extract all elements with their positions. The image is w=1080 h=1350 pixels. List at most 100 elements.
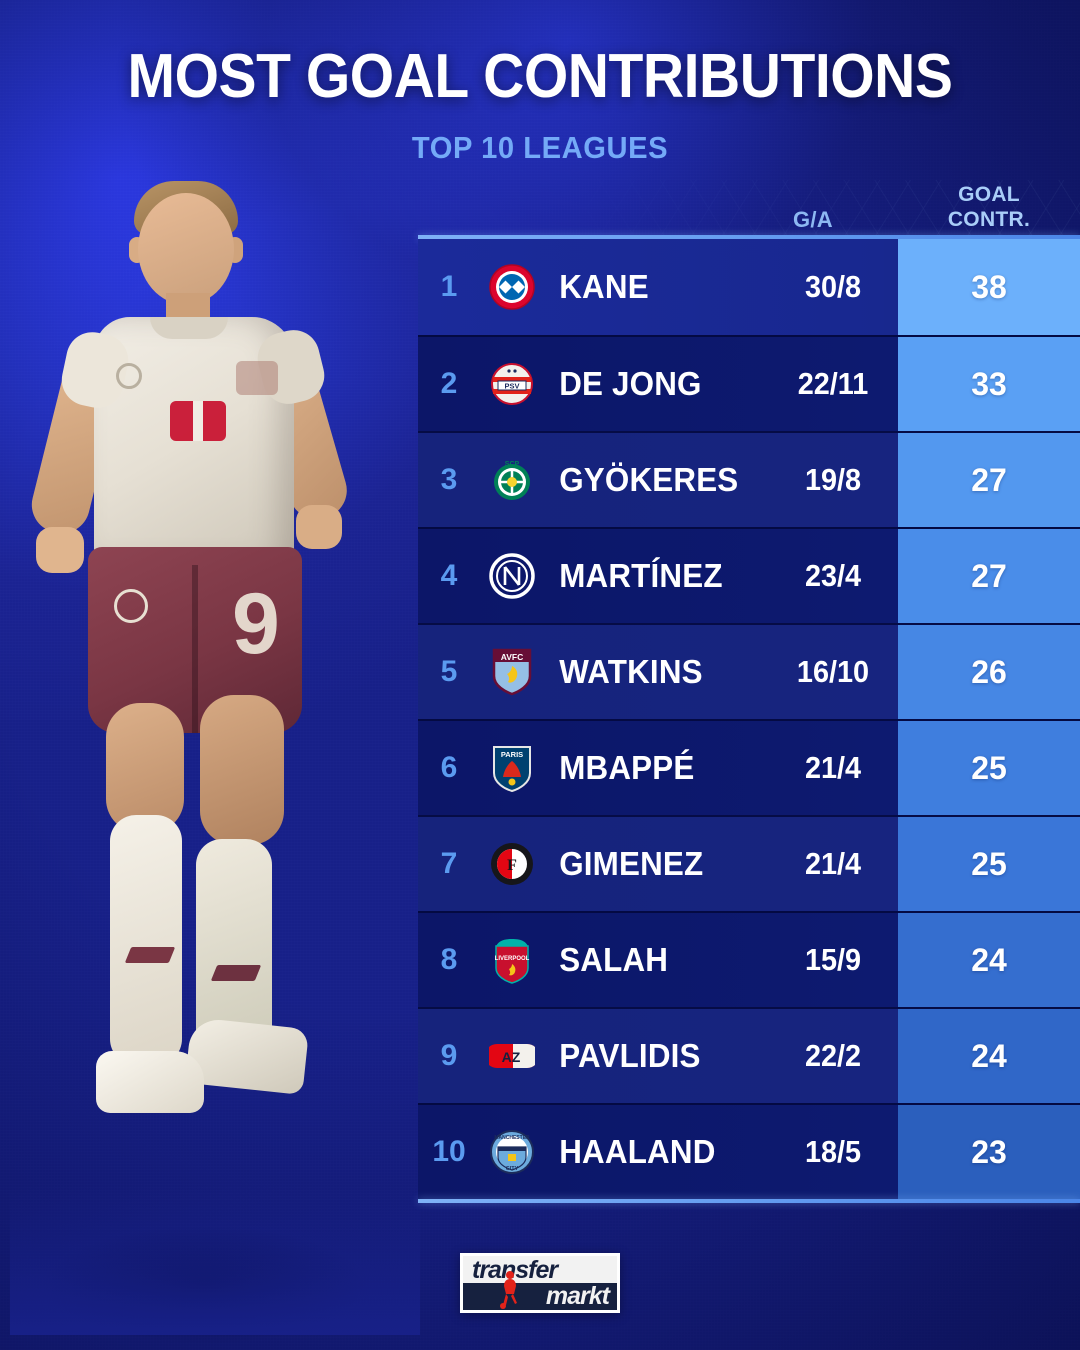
column-header-goal-contributions-line1: GOAL [958, 183, 1020, 207]
page-subtitle: TOP 10 LEAGUES [411, 130, 669, 165]
player-left-sock [110, 815, 182, 1065]
row-rank: 4 [440, 559, 458, 592]
row-rank: 3 [440, 463, 458, 496]
ranking-table: G/A GOAL CONTR. 1 KANE 30/8 38 2 [418, 183, 1080, 1203]
row-goal-contributions: 38 [898, 239, 1080, 335]
club-crest-liverpool-icon: LIVERPOOL [480, 936, 544, 984]
table-row[interactable]: 10 MANCHESTER CITY HAALAND 18/5 23 [418, 1103, 1080, 1199]
row-goal-contributions: 33 [898, 337, 1080, 431]
row-rank: 5 [440, 655, 458, 688]
svg-text:AZ: AZ [502, 1049, 521, 1065]
row-player-name: PAVLIDIS [559, 1037, 701, 1074]
club-crest-aston-villa-icon: AVFC [480, 648, 544, 696]
player-shirt-number: 9 [232, 576, 280, 672]
player-left-fist [36, 527, 84, 573]
club-crest-inter-milan-icon [480, 553, 544, 599]
row-goal-contributions: 24 [898, 913, 1080, 1007]
svg-text:CITY: CITY [506, 1166, 519, 1172]
club-crest-paris-saint-germain-icon: PARIS [480, 744, 544, 792]
player-right-fist [296, 505, 342, 549]
club-crest-az-alkmaar-icon: AZ [480, 1041, 544, 1071]
table-row[interactable]: 8 LIVERPOOL SALAH 15/9 24 [418, 911, 1080, 1007]
row-player-name: KANE [559, 268, 649, 305]
table-row[interactable]: 5 AVFC WATKINS 16/10 26 [418, 623, 1080, 719]
table-row[interactable]: 3 SCP GYÖKERES 19/8 27 [418, 431, 1080, 527]
table-row[interactable]: 1 KANE 30/8 38 [418, 239, 1080, 335]
player-left-boot [96, 1051, 204, 1113]
row-goals-assists: 22/2 [804, 1038, 862, 1073]
header: MOST GOAL CONTRIBUTIONS TOP 10 LEAGUES [0, 46, 1080, 166]
row-goal-contributions: 24 [898, 1009, 1080, 1103]
table-row[interactable]: 2 PSV DE JONG 22/11 33 [418, 335, 1080, 431]
row-goal-contributions: 26 [898, 625, 1080, 719]
row-player-name: GYÖKERES [559, 461, 739, 498]
page-title: MOST GOAL CONTRIBUTIONS [127, 42, 953, 111]
club-crest-psv-eindhoven-icon: PSV [480, 362, 544, 406]
player-jersey-collar [150, 317, 228, 339]
row-goals-assists: 22/11 [797, 366, 869, 401]
transfermarkt-logo-word-markt: markt [545, 1282, 610, 1310]
player-sleeve-sponsor [236, 361, 278, 395]
column-header-goal-contributions-line2: CONTR. [947, 208, 1031, 232]
row-goals-assists: 23/4 [804, 558, 862, 593]
transfermarkt-logo-inner: transfer markt [463, 1256, 617, 1310]
row-player-name: WATKINS [559, 653, 703, 690]
svg-text:PSV: PSV [504, 382, 519, 391]
row-goals-assists: 19/8 [804, 462, 862, 497]
row-goal-contributions: 27 [898, 529, 1080, 623]
svg-text:PARIS: PARIS [501, 750, 523, 759]
row-goal-contributions: 25 [898, 817, 1080, 911]
player-bottom-fade [10, 1185, 420, 1335]
player-head [138, 193, 234, 305]
svg-text:MANCHESTER: MANCHESTER [494, 1135, 530, 1141]
svg-text:LIVERPOOL: LIVERPOOL [495, 956, 530, 962]
row-player-name: DE JONG [559, 365, 702, 402]
table-top-rule [418, 235, 1080, 239]
row-player-name: MARTÍNEZ [559, 557, 723, 594]
transfermarkt-logo-word-transfer: transfer [472, 1256, 558, 1284]
table-column-headers: G/A GOAL CONTR. [418, 175, 1080, 235]
row-rank: 7 [440, 847, 458, 880]
transfermarkt-logo: transfer markt [460, 1253, 620, 1313]
player-shorts-badge [114, 589, 148, 623]
column-header-goal-contributions: GOAL CONTR. [898, 183, 1080, 233]
row-goals-assists: 15/9 [804, 942, 862, 977]
table-bottom-rule [418, 1199, 1080, 1203]
club-crest-sporting-cp-icon: SCP [480, 458, 544, 502]
player-left-thigh [106, 703, 184, 833]
table-row[interactable]: 9 AZ PAVLIDIS 22/2 24 [418, 1007, 1080, 1103]
player-photo-harry-kane: 9 [10, 175, 420, 1345]
row-player-name: MBAPPÉ [559, 749, 695, 786]
svg-text:F: F [507, 857, 517, 874]
row-goals-assists: 21/4 [804, 750, 862, 785]
table-row[interactable]: 4 MARTÍNEZ 23/4 27 [418, 527, 1080, 623]
player-right-sock-stripe [210, 965, 262, 981]
club-crest-manchester-city-icon: MANCHESTER CITY [480, 1130, 544, 1174]
row-goal-contributions: 23 [898, 1105, 1080, 1199]
row-player-name: SALAH [559, 941, 669, 978]
row-player-name: GIMENEZ [559, 845, 704, 882]
column-header-ga: G/A [792, 207, 833, 232]
club-crest-feyenoord-icon: F [480, 842, 544, 886]
row-rank: 2 [440, 367, 458, 400]
row-goals-assists: 18/5 [804, 1134, 862, 1169]
row-rank: 6 [440, 751, 458, 784]
player-right-thigh [200, 695, 284, 845]
row-goal-contributions: 25 [898, 721, 1080, 815]
club-crest-fc-bayern-munchen-icon [480, 264, 544, 310]
player-left-sock-stripe [124, 947, 176, 963]
transfermarkt-player-figure-icon [500, 1271, 517, 1309]
row-goals-assists: 21/4 [804, 846, 862, 881]
svg-text:SCP: SCP [505, 461, 520, 468]
row-rank: 1 [440, 270, 458, 303]
row-player-name: HAALAND [559, 1133, 716, 1170]
table-row[interactable]: 6 PARIS MBAPPÉ 21/4 25 [418, 719, 1080, 815]
player-jersey-sponsor-logo [170, 401, 226, 441]
row-rank: 9 [440, 1039, 458, 1072]
row-goal-contributions: 27 [898, 433, 1080, 527]
row-rank: 8 [440, 943, 458, 976]
row-rank: 10 [432, 1135, 466, 1168]
transfermarkt-logo-top-band [463, 1256, 617, 1283]
table-row[interactable]: 7 F GIMENEZ 21/4 25 [418, 815, 1080, 911]
row-goals-assists: 30/8 [804, 269, 862, 304]
